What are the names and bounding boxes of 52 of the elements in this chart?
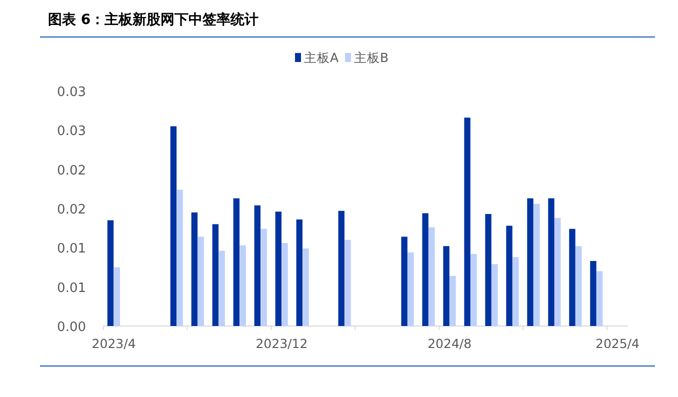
x-tick-label: 2023/12 <box>256 336 308 351</box>
bar <box>512 257 519 326</box>
bar <box>302 248 309 326</box>
bar <box>344 240 351 326</box>
y-tick-label: 0.02 <box>57 202 86 218</box>
bar <box>191 212 198 326</box>
bar <box>176 190 183 326</box>
y-tick-label: 0.01 <box>57 242 86 257</box>
bar <box>422 213 428 326</box>
legend-label: 主板A <box>304 50 339 65</box>
bar <box>485 214 492 326</box>
bar <box>275 212 282 326</box>
bar <box>534 204 540 326</box>
bar <box>548 198 554 326</box>
bar <box>590 260 596 326</box>
bar <box>450 276 456 326</box>
y-tick-label: 0.03 <box>57 124 86 140</box>
bar <box>576 246 582 326</box>
bar <box>338 210 344 326</box>
bar <box>260 228 267 326</box>
x-tick-label: 2024/8 <box>428 336 472 351</box>
bar <box>218 250 225 326</box>
bar <box>506 226 512 326</box>
legend-label: 主板B <box>354 50 389 65</box>
bar <box>198 236 204 326</box>
bar <box>443 246 450 326</box>
bar <box>296 219 302 326</box>
bar <box>408 252 414 326</box>
bar <box>464 118 470 326</box>
y-tick-label: 0.01 <box>57 280 86 296</box>
bar <box>401 236 408 326</box>
bar <box>428 227 435 326</box>
bar <box>282 242 288 326</box>
y-tick-label: 0.00 <box>57 320 86 335</box>
bar <box>170 126 177 326</box>
bar <box>596 271 603 326</box>
bar <box>240 245 246 326</box>
y-tick-label: 0.02 <box>57 163 86 178</box>
y-tick-label: 0.03 <box>57 85 86 100</box>
bar <box>569 228 576 326</box>
bar <box>212 224 219 326</box>
bar <box>492 264 498 326</box>
x-tick-label: 2023/4 <box>92 336 136 351</box>
bar <box>554 218 561 326</box>
bar <box>107 220 114 326</box>
bar <box>470 254 477 326</box>
bar <box>114 267 120 326</box>
bar <box>233 198 240 326</box>
chart-title: 图表 6：主板新股网下中签率统计 <box>48 11 259 28</box>
x-tick-label: 2025/4 <box>596 336 640 351</box>
bar <box>527 198 534 326</box>
bar <box>254 205 261 326</box>
